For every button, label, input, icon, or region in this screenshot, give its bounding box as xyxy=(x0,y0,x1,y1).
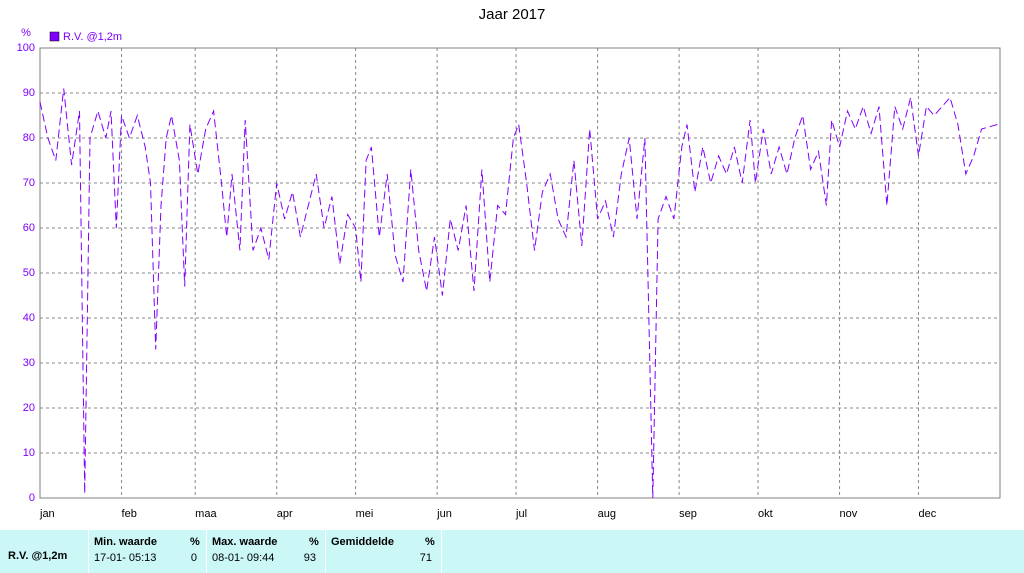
y-tick-label: 100 xyxy=(17,42,35,54)
column-value: 0 xyxy=(190,552,197,564)
y-tick-label: 60 xyxy=(23,222,35,234)
y-tick-label: 50 xyxy=(23,267,35,279)
column-header: Min. waarde xyxy=(94,536,157,548)
chart-title: Jaar 2017 xyxy=(479,6,546,23)
x-tick-label: maa xyxy=(195,508,217,520)
column-unit: % xyxy=(190,536,200,548)
column-header: Gemiddelde xyxy=(331,536,394,548)
x-tick-label: dec xyxy=(918,508,936,520)
chart: Jaar 2017 % 0 10 20 30 40 50 60 70 80 90 100 jan feb… xyxy=(17,6,1001,520)
x-tick-label: okt xyxy=(758,508,773,520)
data-line xyxy=(39,88,998,499)
x-tick-label: sep xyxy=(679,508,697,520)
column-value: 71 xyxy=(419,552,432,564)
x-tick-label: apr xyxy=(277,508,293,520)
column-separator xyxy=(441,530,442,573)
x-tick-label: jul xyxy=(515,508,527,520)
x-tick-label: feb xyxy=(122,508,137,520)
column-separator xyxy=(325,530,326,573)
y-tick-label: 70 xyxy=(23,177,35,189)
column-separator xyxy=(206,530,207,573)
y-tick-label: 80 xyxy=(23,132,35,144)
x-tick-label: mei xyxy=(356,508,374,520)
y-axis-label: % xyxy=(21,27,31,39)
summary-panel: R.V. @1,2m Min. waarde% 17-01- 05:13 0 Max. … xyxy=(0,530,1024,573)
legend-swatch xyxy=(49,31,60,42)
y-tick-label: 20 xyxy=(23,402,35,414)
column-unit: % xyxy=(425,536,435,548)
y-tick-label: 30 xyxy=(23,357,35,369)
column-unit: % xyxy=(309,536,319,548)
y-tick-label: 90 xyxy=(23,87,35,99)
x-tick-label: aug xyxy=(598,508,616,520)
x-tick-label: nov xyxy=(840,508,858,520)
legend-label: R.V. @1,2m xyxy=(63,31,122,43)
column-value: 93 xyxy=(303,552,316,564)
column-time: 08-01- 09:44 xyxy=(212,552,275,564)
column-header: Max. waarde xyxy=(212,536,278,548)
y-tick-label: 0 xyxy=(29,492,35,504)
row-label: R.V. @1,2m xyxy=(8,550,68,562)
column-separator xyxy=(88,530,89,573)
x-tick-label: jan xyxy=(39,508,55,520)
plot-border xyxy=(39,47,1001,499)
y-tick-label: 40 xyxy=(23,312,35,324)
x-tick-label: jun xyxy=(436,508,452,520)
y-tick-label: 10 xyxy=(23,447,35,459)
column-time: 17-01- 05:13 xyxy=(94,552,157,564)
